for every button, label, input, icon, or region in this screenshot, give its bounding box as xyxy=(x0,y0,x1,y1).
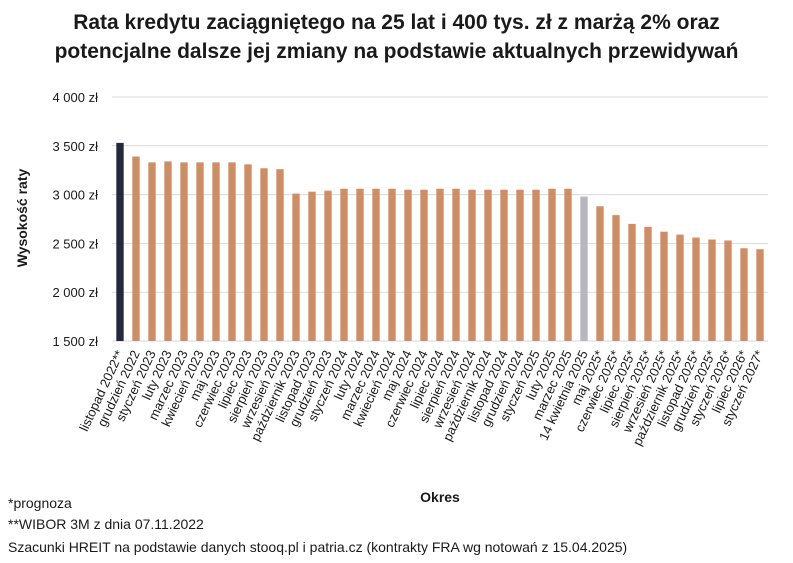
bar xyxy=(692,237,700,341)
bar xyxy=(228,162,236,341)
bar xyxy=(276,169,284,341)
bar xyxy=(548,188,556,341)
chart-title: Rata kredytu zaciągniętego na 25 lat i 4… xyxy=(0,8,793,66)
bar xyxy=(404,189,412,341)
bar xyxy=(340,188,348,341)
bar xyxy=(356,188,364,341)
bar xyxy=(564,188,572,341)
y-tick-label: 2 000 zł xyxy=(52,285,98,300)
bar xyxy=(628,223,636,341)
bar xyxy=(596,206,604,341)
bar xyxy=(484,189,492,341)
bar xyxy=(740,248,748,341)
y-tick-label: 4 000 zł xyxy=(52,90,98,105)
bar xyxy=(580,196,588,341)
bar xyxy=(260,168,268,341)
bar xyxy=(388,188,396,341)
bar xyxy=(516,189,524,341)
y-tick-label: 3 000 zł xyxy=(52,188,98,203)
footnote-wibor: **WIBOR 3M z dnia 07.11.2022 xyxy=(8,516,204,532)
bar xyxy=(500,189,508,341)
chart-title-line-1: Rata kredytu zaciągniętego na 25 lat i 4… xyxy=(73,11,720,34)
bar xyxy=(244,164,252,341)
bar xyxy=(372,188,380,341)
bar xyxy=(180,162,188,341)
bar xyxy=(532,189,540,341)
bar xyxy=(452,188,460,341)
x-axis-label: Okres xyxy=(420,489,460,505)
bar xyxy=(708,239,716,341)
y-tick-label: 3 500 zł xyxy=(52,139,98,154)
bar xyxy=(132,156,140,341)
bar xyxy=(116,142,124,341)
y-axis-label: Wysokość raty xyxy=(14,169,30,268)
bar xyxy=(676,234,684,341)
y-tick-label: 1 500 zł xyxy=(52,334,98,349)
bar xyxy=(420,189,428,341)
bar xyxy=(660,231,668,341)
chart-title-line-2: potencjalne dalsze jej zmiany na podstaw… xyxy=(54,40,739,63)
bar xyxy=(292,193,300,341)
footnote-forecast: *prognoza xyxy=(8,495,72,511)
bar xyxy=(196,162,204,341)
bar xyxy=(756,249,764,341)
bar xyxy=(612,215,620,341)
bar xyxy=(148,162,156,341)
bar xyxy=(436,188,444,341)
bar xyxy=(468,189,476,341)
bar xyxy=(644,226,652,341)
bar xyxy=(164,161,172,341)
footnote-source: Szacunki HREIT na podstawie danych stooq… xyxy=(8,539,628,555)
bar xyxy=(212,162,220,341)
bar xyxy=(724,240,732,341)
bar xyxy=(308,191,316,341)
bar xyxy=(324,190,332,341)
y-tick-label: 2 500 zł xyxy=(52,236,98,251)
bars xyxy=(116,142,764,341)
y-axis-ticks: 1 500 zł 2 000 zł 2 500 zł 3 000 zł 3 500 zł… xyxy=(52,90,98,349)
